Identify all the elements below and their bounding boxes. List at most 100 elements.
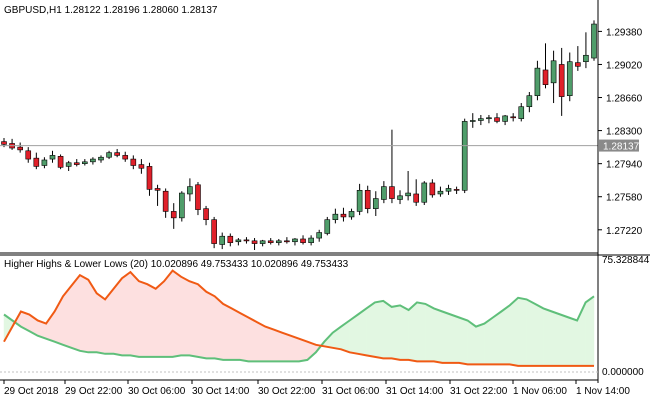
candle bbox=[518, 103, 525, 122]
indicator-fill bbox=[197, 283, 207, 359]
candle bbox=[542, 43, 549, 89]
indicator-fill bbox=[416, 302, 426, 362]
time-tick-label: 31 Oct 22:00 bbox=[450, 386, 508, 397]
indicator-fill bbox=[214, 295, 224, 361]
indicator-fill bbox=[526, 298, 536, 367]
candle bbox=[203, 205, 209, 226]
candle bbox=[308, 235, 314, 246]
indicator-fill bbox=[248, 317, 258, 362]
indicator-fill bbox=[501, 304, 510, 365]
candle bbox=[251, 238, 258, 250]
candle bbox=[292, 238, 298, 246]
symbol-info: GBPUSD,H1 1.28122 1.28196 1.28060 1.2813… bbox=[4, 5, 218, 16]
time-tick-label: 30 Oct 06:00 bbox=[128, 386, 186, 397]
indicator-fill bbox=[121, 271, 131, 356]
indicator-fill bbox=[543, 308, 553, 367]
candle bbox=[17, 142, 23, 153]
candle bbox=[510, 113, 516, 122]
candle bbox=[348, 208, 355, 220]
candle bbox=[187, 178, 193, 202]
candles bbox=[1, 20, 597, 250]
indicator-fill bbox=[458, 317, 468, 365]
time-tick-label: 30 Oct 14:00 bbox=[192, 386, 250, 397]
candle bbox=[275, 238, 282, 246]
indicator-fill bbox=[357, 307, 367, 356]
candle bbox=[389, 129, 395, 204]
candle bbox=[534, 60, 541, 101]
indicator-fill bbox=[408, 301, 418, 362]
lower-lows-line bbox=[3, 269, 594, 367]
indicator-fill bbox=[534, 303, 544, 367]
indicator-fill bbox=[265, 326, 274, 362]
indicator-bottom-tick: 0.000000 bbox=[602, 367, 644, 378]
indicator-fill bbox=[180, 276, 190, 356]
indicator-fill bbox=[467, 320, 477, 365]
candle bbox=[469, 113, 476, 128]
candle bbox=[73, 159, 80, 167]
candle bbox=[57, 154, 64, 170]
candle bbox=[90, 157, 96, 165]
svg-text:1.28137: 1.28137 bbox=[603, 142, 640, 153]
price-tick-label: 1.27220 bbox=[606, 226, 643, 237]
candle bbox=[211, 216, 217, 249]
candle bbox=[461, 118, 468, 194]
price-tick-label: 1.28300 bbox=[606, 127, 643, 138]
indicator-fill bbox=[391, 305, 401, 361]
candle bbox=[413, 179, 419, 206]
indicator-label: Higher Highs & Lower Lows (20) 10.020896… bbox=[4, 259, 349, 270]
candle bbox=[41, 157, 48, 169]
indicator-fill bbox=[256, 321, 266, 362]
candle bbox=[130, 155, 137, 170]
time-tick-label: 30 Oct 22:00 bbox=[258, 386, 316, 397]
indicator-fill bbox=[281, 332, 291, 362]
candle bbox=[445, 184, 452, 195]
higher-highs-line bbox=[3, 295, 595, 363]
candle bbox=[364, 185, 371, 214]
candle bbox=[33, 152, 40, 170]
indicator-fill bbox=[138, 280, 148, 358]
indicator-fill bbox=[433, 308, 443, 364]
current-price-tag: 1.28137 bbox=[599, 139, 640, 153]
indicator-fill bbox=[130, 271, 140, 358]
candle bbox=[162, 188, 169, 218]
candle bbox=[25, 147, 32, 163]
candle bbox=[243, 237, 250, 244]
indicator-fill bbox=[475, 323, 485, 365]
indicator-fill bbox=[366, 301, 376, 358]
indicator-fill bbox=[560, 314, 569, 367]
indicator-fill bbox=[442, 311, 451, 364]
candle bbox=[98, 155, 104, 163]
candle bbox=[397, 190, 403, 205]
indicator-panel[interactable] bbox=[0, 269, 598, 373]
price-panel[interactable] bbox=[0, 0, 598, 252]
price-tick-label: 1.28660 bbox=[606, 94, 643, 105]
time-tick-label: 31 Oct 14:00 bbox=[386, 386, 444, 397]
indicator-fill bbox=[450, 314, 460, 364]
time-tick-label: 1 Nov 06:00 bbox=[513, 386, 567, 397]
indicator-fill bbox=[189, 280, 199, 358]
candle bbox=[195, 182, 201, 216]
candle bbox=[478, 114, 484, 126]
indicator-fill bbox=[509, 297, 519, 367]
candle bbox=[437, 186, 444, 197]
indicator-fill bbox=[484, 317, 494, 365]
candle bbox=[82, 159, 88, 166]
indicator-fill bbox=[383, 300, 392, 359]
candle bbox=[429, 179, 436, 198]
indicator-fill bbox=[374, 300, 384, 359]
indicator-fill bbox=[96, 292, 106, 355]
candle bbox=[332, 208, 339, 224]
indicator-fill bbox=[231, 308, 241, 361]
indicator-fill bbox=[155, 280, 165, 358]
indicator-fill bbox=[71, 274, 81, 352]
candle bbox=[453, 186, 460, 194]
candle bbox=[316, 229, 323, 242]
candle bbox=[300, 235, 306, 245]
indicator-fill bbox=[222, 303, 232, 361]
indicator-fill bbox=[399, 304, 409, 361]
candle bbox=[219, 232, 226, 250]
candle bbox=[138, 159, 145, 174]
candle bbox=[284, 237, 290, 244]
indicator-fill bbox=[206, 291, 215, 359]
